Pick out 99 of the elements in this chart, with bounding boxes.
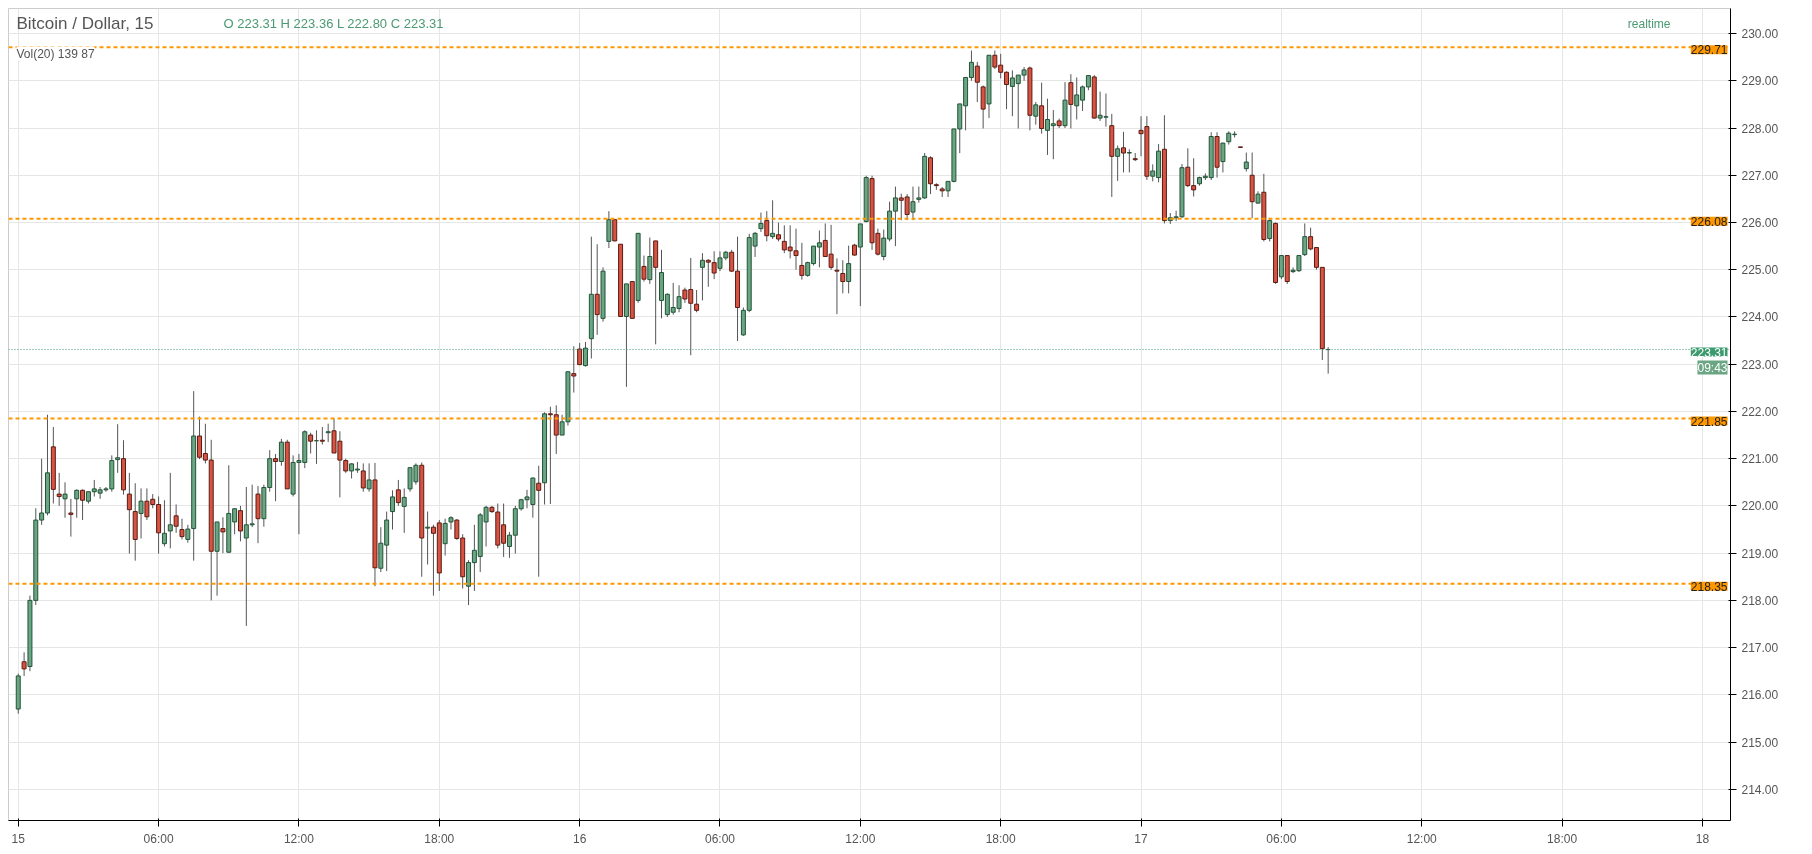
candlestick (974, 61, 980, 103)
candlestick (764, 210, 770, 242)
ref-line-label: 223.31 (1690, 345, 1728, 360)
y-tick-label: 220.00 (1741, 499, 1779, 514)
annotation: Vol(20) 139 87 (16, 46, 95, 61)
annotation: O 223.31 H 223.36 L 222.80 C 223.31 (223, 15, 444, 31)
annotation: 09:43 (1697, 360, 1728, 375)
y-tick-label: 217.00 (1741, 641, 1779, 656)
candlestick (442, 518, 448, 556)
candlestick (980, 85, 986, 129)
candlestick (167, 472, 173, 549)
ref-line-label: 218.35 (1690, 579, 1728, 594)
x-tick-label: 18:00 (1547, 831, 1578, 846)
x-tick-label: 18 (1695, 831, 1710, 846)
candlestick (647, 237, 653, 285)
candlestick (694, 289, 700, 313)
y-tick-label: 216.00 (1741, 688, 1779, 703)
candlestick (1033, 101, 1039, 126)
x-tick-label: 06:00 (143, 831, 174, 846)
candlestick (220, 516, 226, 554)
y-tick-label: 225.00 (1741, 263, 1779, 278)
candlestick (699, 252, 705, 301)
candlestick (138, 487, 144, 539)
x-tick-label: 12:00 (1406, 831, 1438, 846)
y-tick-label: 229.00 (1741, 74, 1779, 89)
x-tick-label: 12:00 (845, 831, 876, 846)
y-tick-label: 224.00 (1741, 310, 1779, 325)
x-tick-label: 16 (572, 831, 587, 846)
candlestick (68, 498, 74, 538)
candlestick (366, 462, 372, 493)
candlestick (834, 257, 840, 315)
y-tick-label: 226.00 (1741, 215, 1779, 230)
candlestick (325, 423, 331, 443)
candlestick (237, 505, 243, 542)
candlestick (395, 479, 401, 507)
candlestick (536, 465, 542, 578)
candlestick (161, 499, 167, 548)
candlestick (126, 472, 132, 555)
y-tick-label: 214.00 (1741, 782, 1779, 797)
candlestick (173, 503, 179, 534)
candlestick (1278, 255, 1284, 280)
candlestick (583, 341, 588, 368)
candlestick (799, 242, 805, 281)
y-tick-label: 221.00 (1741, 452, 1779, 467)
candlestick (74, 488, 80, 519)
candlestick (770, 199, 776, 240)
y-tick-label: 222.00 (1741, 404, 1779, 419)
x-tick-label: 17 (1134, 831, 1149, 846)
candlestick (1302, 222, 1308, 257)
y-tick-label: 219.00 (1741, 546, 1779, 561)
candlestick (56, 472, 62, 507)
y-tick-label: 218.00 (1741, 593, 1779, 608)
y-tick-label: 215.00 (1741, 735, 1779, 750)
ref-line-label: 226.08 (1690, 214, 1728, 229)
candlestick (401, 487, 407, 534)
candlestick (1126, 148, 1132, 173)
candlestick (846, 245, 852, 294)
candlestick (80, 488, 86, 521)
candlestick (857, 223, 863, 307)
x-tick-label: 06:00 (1266, 831, 1297, 846)
y-tick-label: 228.00 (1741, 121, 1779, 136)
ref-line-label: 229.71 (1690, 43, 1728, 58)
candlestick (179, 518, 185, 540)
x-tick-label: 18:00 (985, 831, 1017, 846)
chart-title: Bitcoin / Dollar, 15 (16, 13, 154, 33)
candlestick (758, 212, 764, 233)
candlestick (1039, 82, 1045, 135)
candlestick (425, 511, 431, 565)
candlestick (840, 259, 846, 294)
candlestick (1220, 142, 1226, 173)
candlestick (278, 438, 284, 467)
annotation: realtime (1627, 16, 1671, 31)
candlestick (308, 432, 314, 454)
x-tick-label: 15 (11, 831, 26, 846)
candlestick (1115, 144, 1121, 182)
candlestick (448, 515, 454, 531)
candlestick (21, 651, 27, 677)
candlestick (606, 210, 612, 249)
candlestick (115, 423, 121, 474)
candlestick (390, 489, 395, 531)
x-tick-label: 12:00 (283, 831, 315, 846)
candlestick (577, 342, 583, 366)
candlestick (594, 243, 600, 336)
candlestick (1068, 73, 1074, 129)
candlestick (641, 255, 647, 283)
candlestick (62, 481, 68, 519)
x-tick-label: 06:00 (704, 831, 736, 846)
ref-line-label: 221.85 (1690, 414, 1728, 429)
y-tick-label: 223.00 (1741, 357, 1779, 372)
x-tick-label: 18:00 (424, 831, 455, 846)
candlestick (910, 186, 916, 221)
candlestick (775, 221, 781, 242)
y-tick-label: 230.00 (1741, 27, 1779, 42)
candlestick (571, 345, 577, 394)
candlestick (1243, 152, 1249, 172)
candlestick (1121, 131, 1126, 173)
y-tick-label: 227.00 (1741, 168, 1779, 183)
candlestick (273, 453, 279, 502)
candlestick (360, 462, 366, 493)
